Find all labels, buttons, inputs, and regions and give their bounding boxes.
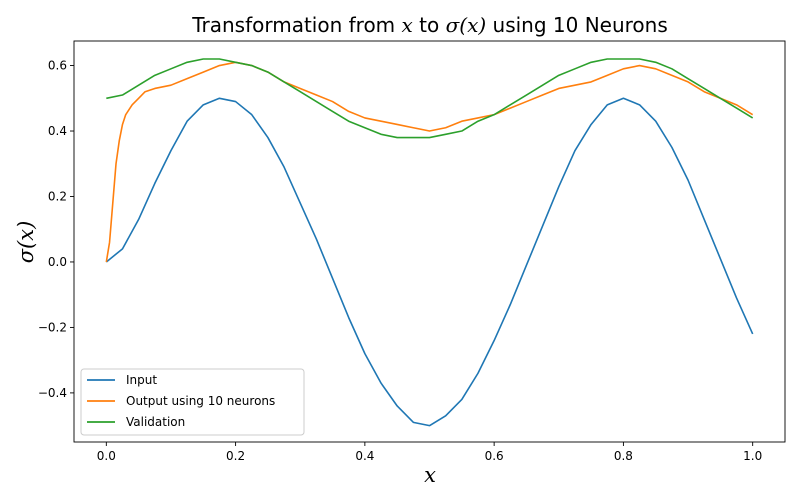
x-tick-label: 0.8 [614, 449, 633, 463]
x-axis: 0.0 0.2 0.4 0.6 0.8 1.0 [97, 442, 762, 463]
y-tick-label: 0.0 [48, 255, 67, 269]
x-tick-label: 1.0 [743, 449, 762, 463]
y-tick-label: 0.4 [48, 124, 67, 138]
plot-area [73, 40, 786, 443]
series-line-3 [106, 58, 754, 139]
y-tick-label: −0.4 [38, 386, 67, 400]
y-tick-label: −0.2 [38, 320, 67, 334]
legend-entry: Output using 10 neurons [126, 394, 275, 408]
series-line-2 [105, 61, 754, 263]
x-tick-label: 0.2 [226, 449, 245, 463]
x-tick-label: 0.6 [485, 449, 504, 463]
legend-entry: Validation [126, 415, 185, 429]
y-tick-label: 0.2 [48, 189, 67, 203]
chart-title: Transformation from x to σ(x) using 10 N… [191, 13, 668, 37]
x-tick-label: 0.0 [97, 449, 116, 463]
y-tick-label: 0.6 [48, 59, 67, 73]
y-axis: −0.4 −0.2 0.0 0.2 0.4 0.6 [38, 59, 74, 400]
legend-box [80, 368, 305, 436]
x-tick-label: 0.4 [355, 449, 374, 463]
plot-frame [73, 40, 786, 443]
y-axis-label: σ(x) [14, 221, 38, 264]
legend-entry: Input [126, 373, 157, 387]
x-axis-label: x [424, 463, 436, 487]
legend: Input Output using 10 neurons Validation [80, 368, 305, 436]
series-line-1 [105, 97, 754, 427]
